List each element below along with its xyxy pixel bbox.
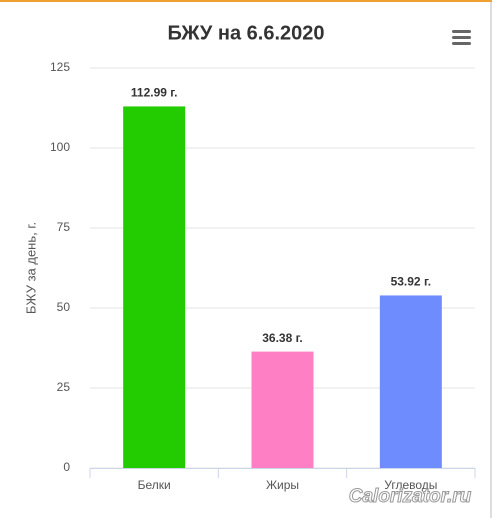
- chart-title: БЖУ на 6.6.2020: [167, 22, 324, 44]
- y-axis-label: БЖУ за день, г.: [23, 222, 38, 314]
- top-border: [0, 0, 492, 2]
- y-tick-label: 75: [57, 220, 71, 234]
- bar: [123, 106, 186, 468]
- x-tick-label: Жиры: [266, 478, 299, 492]
- y-tick-label: 50: [57, 300, 71, 314]
- menu-bar: [452, 36, 471, 39]
- bar: [251, 351, 314, 468]
- menu-bar: [452, 42, 471, 45]
- right-border: [490, 2, 492, 518]
- x-tick-label: Углеводы: [384, 478, 437, 492]
- x-tick-label: Белки: [138, 478, 171, 492]
- y-tick-label: 125: [50, 60, 70, 74]
- value-label: 36.38 г.: [262, 331, 303, 345]
- watermark: Calorizator.ru: [349, 486, 472, 507]
- menu-bar: [452, 30, 471, 33]
- y-tick-label: 0: [63, 460, 70, 474]
- y-tick-label: 100: [50, 140, 70, 154]
- bar: [379, 295, 442, 468]
- value-label: 53.92 г.: [391, 275, 432, 289]
- menu-icon[interactable]: [452, 30, 471, 45]
- y-tick-label: 25: [57, 380, 71, 394]
- value-label: 112.99 г.: [131, 86, 178, 100]
